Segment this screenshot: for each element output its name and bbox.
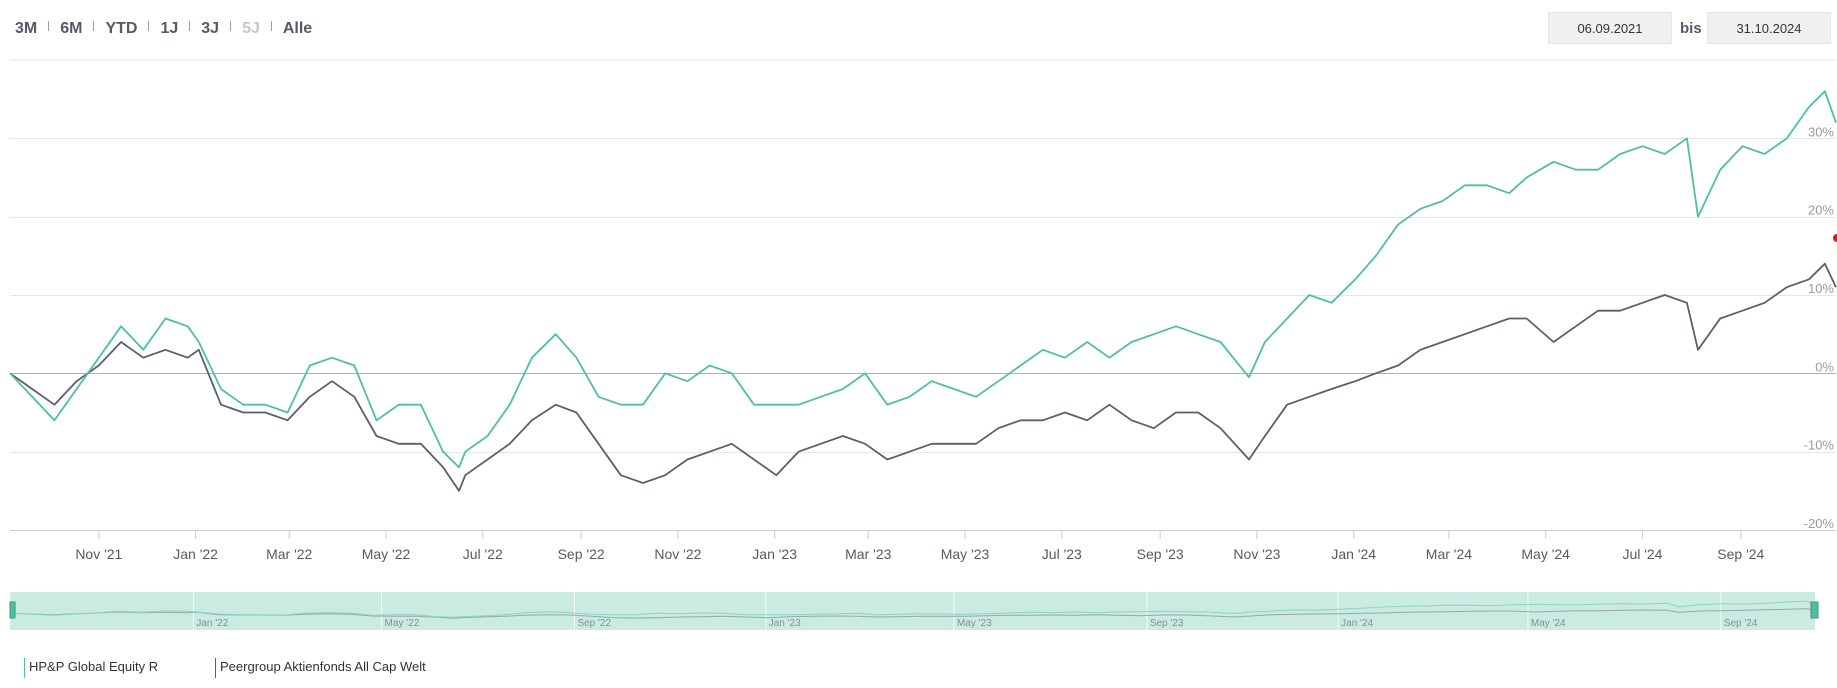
navigator-tick-label: May '22 bbox=[385, 618, 420, 629]
legend-item-fund[interactable]: HP&P Global Equity R bbox=[24, 658, 159, 678]
range-separator bbox=[93, 21, 95, 31]
y-tick-label: 20% bbox=[1808, 203, 1834, 218]
x-tick-label: Mar '24 bbox=[1426, 546, 1472, 562]
performance-chart: -20% -10% 0% 10% 20% 30% Nov '21 Jan '22 Mar '22… bbox=[9, 59, 1837, 630]
from-date-input[interactable]: 06.09.2021 bbox=[1548, 12, 1672, 44]
range-separator bbox=[270, 21, 272, 31]
x-tick-label: Nov '22 bbox=[654, 546, 701, 562]
x-tick-label: Jan '23 bbox=[752, 546, 797, 562]
legend-swatch-fund bbox=[24, 658, 25, 678]
x-tick-label: Jul '24 bbox=[1622, 546, 1662, 562]
navigator-handle-right[interactable] bbox=[1810, 601, 1819, 619]
x-tick-label: May '23 bbox=[941, 546, 990, 562]
y-tick-label: -20% bbox=[1804, 516, 1835, 531]
navigator-series-line bbox=[9, 600, 1816, 618]
navigator-tick-label: Sep '22 bbox=[577, 618, 611, 629]
navigator-tick-label: Sep '23 bbox=[1150, 618, 1184, 629]
navigator-tick-label: May '24 bbox=[1531, 618, 1566, 629]
y-tick-label: 30% bbox=[1808, 124, 1834, 139]
x-tick-label: May '22 bbox=[362, 546, 411, 562]
x-tick-label: Jan '22 bbox=[173, 546, 218, 562]
range-separator bbox=[148, 21, 150, 31]
x-tick-label: Mar '23 bbox=[845, 546, 891, 562]
range-separator bbox=[48, 21, 50, 31]
legend-swatch-peergroup bbox=[215, 658, 216, 678]
series-line-peergroup[interactable] bbox=[9, 262, 1837, 492]
x-tick-label: Sep '24 bbox=[1717, 546, 1764, 562]
x-tick-label: Mar '22 bbox=[266, 546, 312, 562]
y-tick-label: 0% bbox=[1815, 359, 1834, 374]
series-end-marker bbox=[1833, 234, 1837, 242]
range-button-alle[interactable]: Alle bbox=[282, 20, 313, 37]
x-tick-label: Jan '24 bbox=[1331, 546, 1376, 562]
x-tick-label: Sep '23 bbox=[1137, 546, 1184, 562]
range-button-3m[interactable]: 3M bbox=[15, 20, 38, 37]
navigator-tick-label: Jan '23 bbox=[769, 618, 801, 629]
range-selector: 3M 6M YTD 1J 3J 5J Alle bbox=[10, 14, 317, 44]
y-tick-label: 10% bbox=[1808, 281, 1834, 296]
legend-label-peergroup: Peergroup Aktienfonds All Cap Welt bbox=[220, 659, 426, 674]
x-tick-label: May '24 bbox=[1521, 546, 1570, 562]
navigator-tick-label: Jan '22 bbox=[196, 618, 228, 629]
x-tick-label: Nov '21 bbox=[75, 546, 122, 562]
series-line-fund[interactable] bbox=[9, 90, 1837, 469]
x-tick-label: Sep '22 bbox=[558, 546, 605, 562]
navigator-tick-label: Sep '24 bbox=[1724, 618, 1758, 629]
x-tick-label: Jul '23 bbox=[1042, 546, 1082, 562]
range-button-1j[interactable]: 1J bbox=[160, 20, 179, 37]
navigator-tick-label: Jan '24 bbox=[1341, 618, 1373, 629]
date-range-separator-label: bis bbox=[1680, 20, 1702, 37]
navigator-handle-left[interactable] bbox=[9, 601, 16, 619]
x-tick-label: Nov '23 bbox=[1233, 546, 1280, 562]
range-button-6m[interactable]: 6M bbox=[60, 20, 83, 37]
navigator-tick-label: May '23 bbox=[957, 618, 992, 629]
navigator-series-line bbox=[9, 608, 1816, 619]
range-separator bbox=[189, 21, 191, 31]
range-button-5j: 5J bbox=[242, 20, 260, 37]
y-tick-label: -10% bbox=[1804, 438, 1835, 453]
range-button-3j[interactable]: 3J bbox=[201, 20, 220, 37]
range-separator bbox=[230, 21, 232, 31]
range-button-ytd[interactable]: YTD bbox=[105, 20, 138, 37]
legend-item-peergroup[interactable]: Peergroup Aktienfonds All Cap Welt bbox=[215, 658, 426, 678]
to-date-input[interactable]: 31.10.2024 bbox=[1707, 12, 1831, 44]
x-tick-label: Jul '22 bbox=[463, 546, 503, 562]
legend-label-fund: HP&P Global Equity R bbox=[29, 659, 159, 674]
